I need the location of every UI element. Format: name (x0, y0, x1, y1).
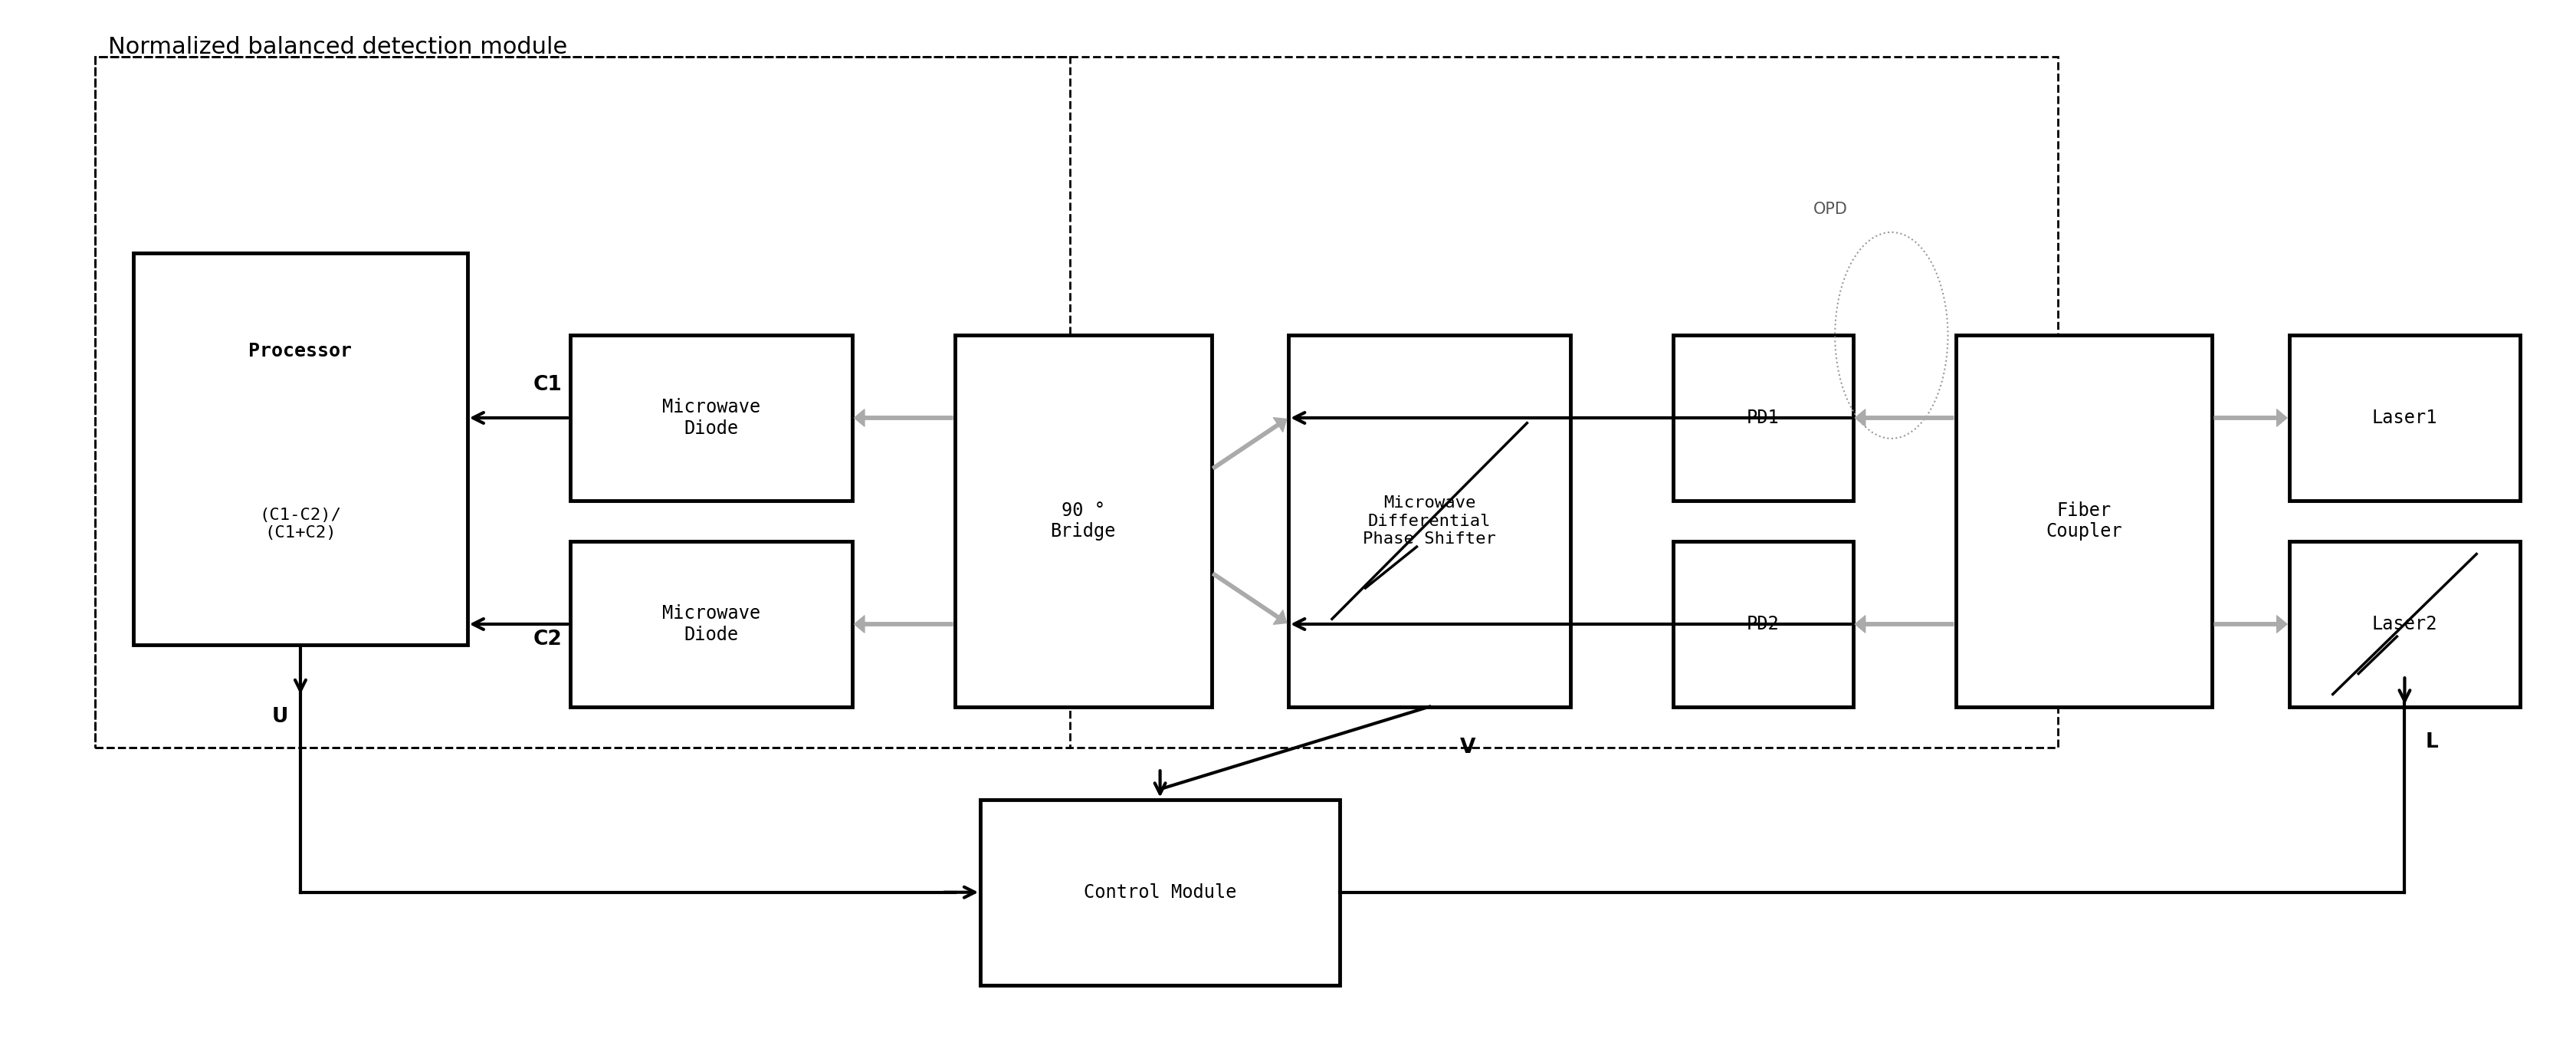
Text: 90 °
Bridge: 90 ° Bridge (1051, 501, 1115, 541)
Text: PD2: PD2 (1747, 615, 1780, 634)
FancyBboxPatch shape (2287, 542, 2519, 706)
Text: V: V (1461, 738, 1476, 758)
Text: Laser1: Laser1 (2370, 408, 2437, 427)
Text: PD1: PD1 (1747, 408, 1780, 427)
FancyBboxPatch shape (979, 799, 1340, 985)
FancyBboxPatch shape (956, 336, 1211, 706)
Text: Fiber
Coupler: Fiber Coupler (2045, 501, 2123, 541)
FancyBboxPatch shape (1955, 336, 2213, 706)
Text: L: L (2424, 733, 2437, 752)
Text: Microwave
Diode: Microwave Diode (662, 398, 760, 438)
FancyBboxPatch shape (1672, 542, 1852, 706)
FancyBboxPatch shape (1672, 336, 1852, 500)
Text: OPD: OPD (1814, 201, 1847, 217)
Text: Normalized balanced detection module: Normalized balanced detection module (108, 36, 567, 58)
Text: (C1-C2)/
(C1+C2): (C1-C2)/ (C1+C2) (260, 490, 343, 541)
Text: C1: C1 (533, 375, 562, 395)
Text: Microwave
Diode: Microwave Diode (662, 604, 760, 644)
Text: U: U (270, 706, 289, 726)
FancyBboxPatch shape (134, 253, 466, 645)
FancyBboxPatch shape (2287, 336, 2519, 500)
Text: Processor: Processor (250, 342, 353, 361)
Text: Laser2: Laser2 (2370, 615, 2437, 634)
FancyBboxPatch shape (569, 336, 853, 500)
FancyBboxPatch shape (1288, 336, 1571, 706)
Text: C2: C2 (533, 629, 562, 649)
Text: Microwave
Differential
Phase Shifter: Microwave Differential Phase Shifter (1363, 496, 1497, 546)
FancyBboxPatch shape (569, 542, 853, 706)
Text: Control Module: Control Module (1084, 883, 1236, 901)
